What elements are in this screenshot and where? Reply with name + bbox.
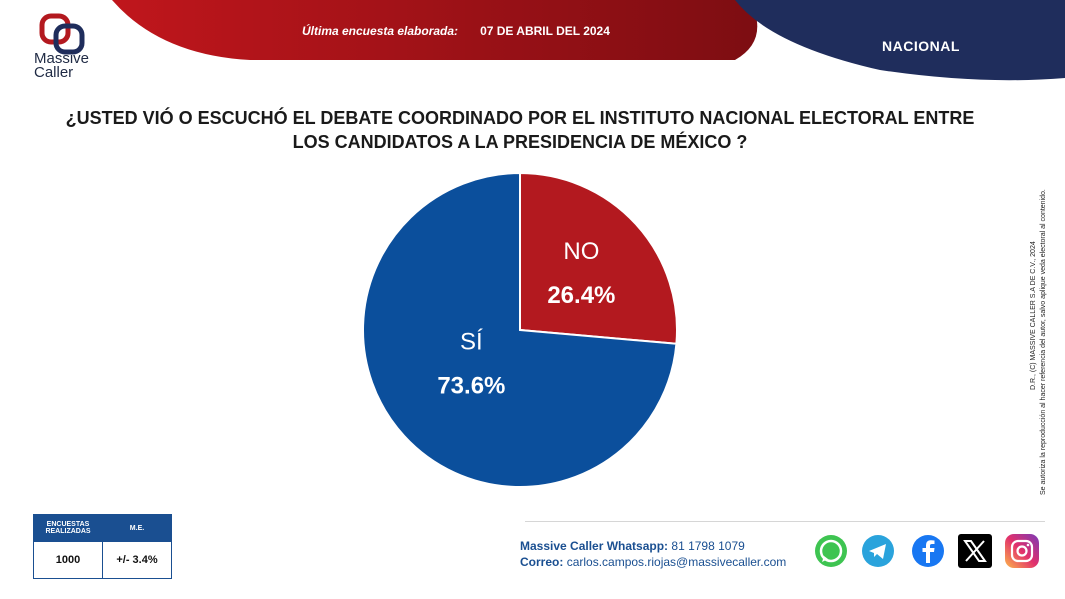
survey-info-table: ENCUESTAS REALIZADAS M.E. 1000 +/- 3.4% bbox=[33, 514, 172, 579]
x-twitter-icon[interactable] bbox=[957, 533, 993, 569]
margin-value: +/- 3.4% bbox=[102, 541, 172, 579]
slice-value-no: 26.4% bbox=[547, 282, 615, 309]
brand-name: Massive Caller bbox=[34, 50, 90, 81]
surveys-value: 1000 bbox=[33, 541, 103, 579]
survey-date: 07 DE ABRIL DEL 2024 bbox=[480, 24, 610, 38]
email-label: Correo: bbox=[520, 555, 564, 569]
question-line-1: ¿USTED VIÓ O ESCUCHÓ EL DEBATE COORDINAD… bbox=[65, 108, 975, 128]
copyright-disclaimer: D.R., (C) MASSIVE CALLER S.A DE C.V., 20… bbox=[1030, 120, 1050, 500]
pie-chart: NO 26.4% SÍ 73.6% bbox=[362, 171, 678, 488]
margin-header: M.E. bbox=[102, 514, 172, 542]
survey-label: Última encuesta elaborada: bbox=[302, 24, 459, 38]
whatsapp-number: 81 1798 1079 bbox=[671, 539, 745, 553]
slice-value-si: 73.6% bbox=[437, 373, 505, 400]
facebook-icon[interactable] bbox=[910, 533, 946, 569]
slice-label-si: SÍ bbox=[460, 329, 483, 356]
question-line-2: LOS CANDIDATOS A LA PRESIDENCIA DE MÉXIC… bbox=[292, 132, 748, 152]
whatsapp-label: Massive Caller Whatsapp: bbox=[520, 539, 669, 553]
question-title: ¿USTED VIÓ O ESCUCHÓ EL DEBATE COORDINAD… bbox=[30, 106, 1010, 154]
disclaimer-line-2: Se autoriza la reproducción al hacer ref… bbox=[1040, 189, 1047, 495]
disclaimer-line-1: D.R., (C) MASSIVE CALLER S.A DE C.V., 20… bbox=[1030, 241, 1037, 390]
instagram-icon[interactable] bbox=[1004, 533, 1040, 569]
survey-date-text: Última encuesta elaborada: 07 DE ABRIL DE… bbox=[302, 24, 610, 38]
scope-label: NACIONAL bbox=[882, 38, 960, 54]
surveys-header: ENCUESTAS REALIZADAS bbox=[33, 514, 103, 542]
pie-slice-si bbox=[362, 171, 678, 488]
footer-divider bbox=[525, 521, 1045, 522]
email-link[interactable]: carlos.campos.riojas@massivecaller.com bbox=[566, 555, 787, 569]
massive-caller-logo bbox=[39, 13, 85, 55]
slice-label-no: NO bbox=[563, 238, 599, 265]
whatsapp-icon[interactable] bbox=[813, 533, 849, 569]
header-banner bbox=[112, 0, 1065, 81]
telegram-icon[interactable] bbox=[860, 533, 896, 569]
pie-slice-no bbox=[519, 171, 678, 345]
contact-info: Massive Caller Whatsapp: 81 1798 1079 Co… bbox=[520, 538, 786, 570]
